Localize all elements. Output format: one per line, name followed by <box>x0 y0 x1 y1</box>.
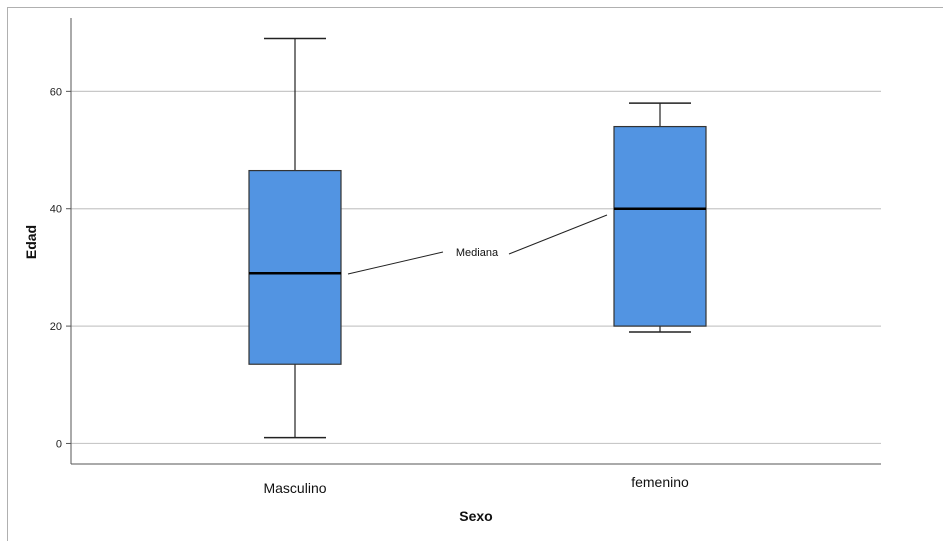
annotation-leader-femenino <box>508 214 608 255</box>
box-masculino <box>248 169 342 365</box>
y-tick-label-40: 40 <box>50 204 62 216</box>
y-axis-title: Edad <box>23 225 39 259</box>
frame-border-left <box>7 7 8 541</box>
annotation-label: Mediana <box>456 247 499 259</box>
x-tick-label-femenino: femenino <box>631 474 689 490</box>
frame-border-top <box>7 7 943 8</box>
y-tick-label-60: 60 <box>50 86 62 98</box>
annotation-leader-masculino <box>347 251 444 275</box>
box-femenino <box>613 125 707 327</box>
x-tick-label-masculino: Masculino <box>263 480 326 496</box>
y-tick-label-0: 0 <box>56 438 62 450</box>
y-tick-label-20: 20 <box>50 321 62 333</box>
x-axis-title: Sexo <box>459 508 492 524</box>
